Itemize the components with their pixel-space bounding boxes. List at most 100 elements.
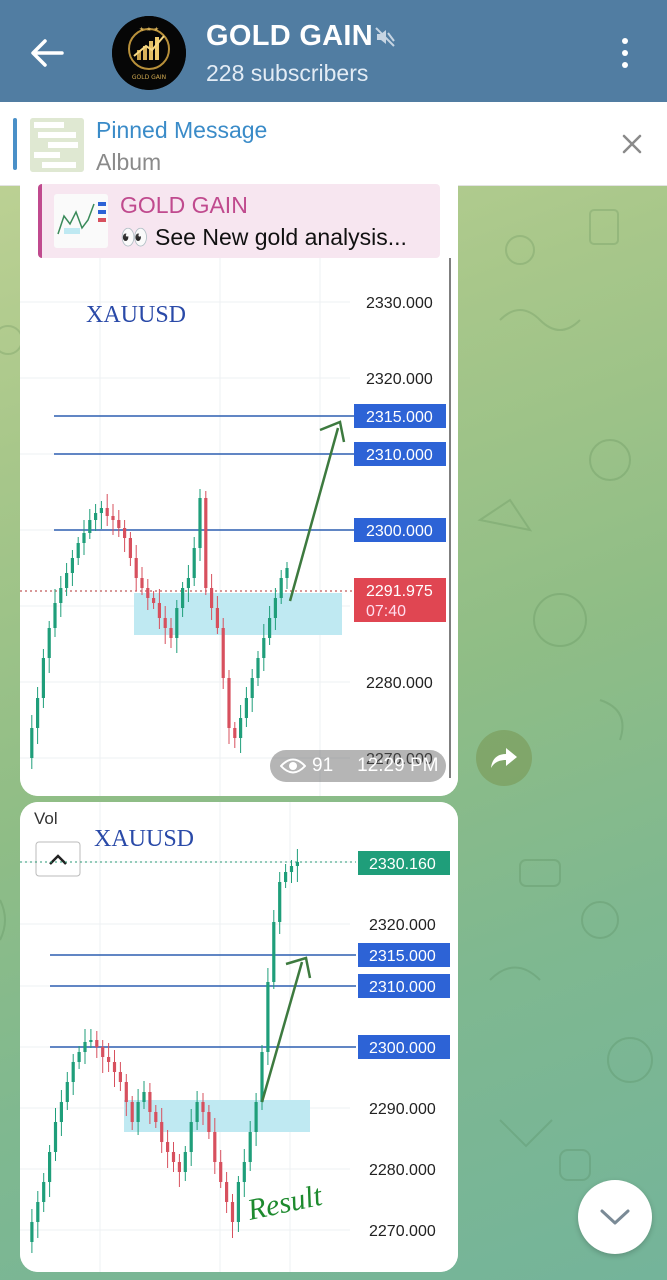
message-bubble[interactable]: Vol XAUUSD Result 2330.160 2320.000 2290… (20, 802, 458, 1272)
candle-body (89, 1040, 93, 1042)
candle-body (254, 1102, 258, 1132)
price-label: 2290.000 (369, 1101, 436, 1118)
svg-text:★ ★ ★: ★ ★ ★ (139, 26, 159, 33)
candle-body (225, 1182, 229, 1202)
dot-icon (622, 62, 628, 68)
svg-text:2291.975: 2291.975 (366, 583, 433, 600)
message-time: 12:29 PM (357, 755, 439, 776)
price-label: 2280.000 (369, 1162, 436, 1179)
candle-body (99, 508, 103, 513)
candle-body (198, 498, 202, 548)
candle-body (227, 678, 231, 728)
candle-body (95, 1040, 99, 1047)
channel-avatar[interactable]: ★ ★ ★ GOLD GAIN (112, 16, 186, 90)
dot-icon (622, 38, 628, 44)
chart-image-1[interactable]: XAUUSD 2330.000 2320.000 2280.000 2270.0… (20, 258, 458, 796)
reply-author: GOLD GAIN (120, 192, 248, 218)
candle-body (273, 598, 277, 618)
candle-body (136, 1102, 140, 1122)
candle-body (171, 1152, 176, 1162)
level-tag-2310: 2310.000 (358, 974, 450, 998)
candle-body (94, 513, 98, 520)
pinned-subtitle: Album (96, 149, 162, 175)
candle-body (183, 1152, 187, 1172)
chat-header: ★ ★ ★ GOLD GAIN GOLD GAIN 228 subscriber… (0, 0, 667, 102)
candle-body (41, 658, 45, 698)
candle-body (36, 698, 40, 728)
candle-body (260, 1052, 264, 1102)
candle-body (157, 603, 161, 618)
svg-text:07:40: 07:40 (366, 603, 406, 620)
collapse-button[interactable] (35, 841, 81, 877)
reply-thumbnail (54, 194, 108, 248)
candle-body (233, 728, 237, 738)
forward-button[interactable] (476, 730, 532, 786)
candle-body (195, 1102, 199, 1122)
candle-body (219, 1162, 223, 1182)
candle-body (244, 698, 248, 718)
svg-text:2330.160: 2330.160 (369, 856, 436, 873)
candle-body (177, 1162, 181, 1172)
more-options-button[interactable] (604, 30, 646, 76)
candle-body (105, 508, 109, 516)
level-tag-2315: 2315.000 (354, 404, 446, 428)
candle-body (272, 922, 276, 982)
candle-body (82, 533, 86, 543)
candle-body (118, 1072, 122, 1082)
mute-icon (374, 26, 396, 53)
candle-body (250, 678, 254, 698)
subscriber-count: 228 subscribers (206, 60, 369, 86)
level-tag-2300: 2300.000 (358, 1035, 450, 1059)
candle-body (142, 1092, 146, 1102)
svg-text:2300.000: 2300.000 (369, 1040, 436, 1057)
price-label: 2280.000 (366, 675, 433, 692)
message-meta: 91 12:29 PM (270, 750, 446, 782)
candle-body (111, 516, 115, 520)
candle-body (289, 866, 294, 872)
candle-body (71, 1062, 75, 1082)
share-arrow-icon (491, 748, 517, 768)
channel-title[interactable]: GOLD GAIN (206, 20, 374, 52)
candle-body (101, 1047, 105, 1057)
candle-body (192, 548, 196, 578)
candle-body (278, 882, 282, 922)
chart-image-2[interactable]: Vol XAUUSD Result 2330.160 2320.000 2290… (20, 802, 458, 1272)
candle-body (221, 628, 225, 678)
candle-body (88, 520, 92, 533)
candle-body (112, 1062, 117, 1072)
candle-body (213, 1132, 217, 1162)
candle-body (30, 1222, 34, 1242)
pinned-indicator (13, 118, 17, 170)
eye-icon (280, 758, 306, 774)
reply-preview[interactable]: GOLD GAIN 👀 See New gold analysis... (38, 184, 440, 258)
svg-text:GOLD GAIN: GOLD GAIN (132, 74, 166, 81)
candle-body (152, 598, 156, 603)
chart-symbol: XAUUSD (86, 302, 186, 328)
candle-body (262, 638, 266, 658)
candle-body (189, 1122, 193, 1152)
arrow-up-icon (260, 961, 304, 1103)
candle-body (48, 1152, 52, 1182)
candle-body (169, 628, 173, 638)
close-pinned-button[interactable] (612, 124, 652, 164)
candle-body (295, 862, 299, 866)
candle-body (268, 618, 272, 638)
svg-text:2315.000: 2315.000 (369, 948, 436, 965)
demand-zone (134, 593, 342, 635)
candle-body (107, 1057, 111, 1062)
candle-body (186, 578, 190, 588)
message-bubble[interactable]: GOLD GAIN 👀 See New gold analysis... XAU… (20, 172, 458, 796)
level-tag-2315: 2315.000 (358, 943, 450, 967)
chevron-up-icon (49, 854, 67, 865)
candle-body (42, 1182, 46, 1202)
back-button[interactable] (22, 28, 72, 78)
price-label: 2270.000 (369, 1223, 436, 1240)
svg-text:2315.000: 2315.000 (366, 409, 433, 426)
candle-body (77, 1052, 81, 1062)
candle-body (128, 538, 132, 558)
candle-body (256, 658, 260, 678)
candle-body (266, 982, 270, 1052)
scroll-down-button[interactable] (578, 1180, 652, 1254)
candle-body (130, 1102, 134, 1122)
candle-body (248, 1132, 252, 1162)
